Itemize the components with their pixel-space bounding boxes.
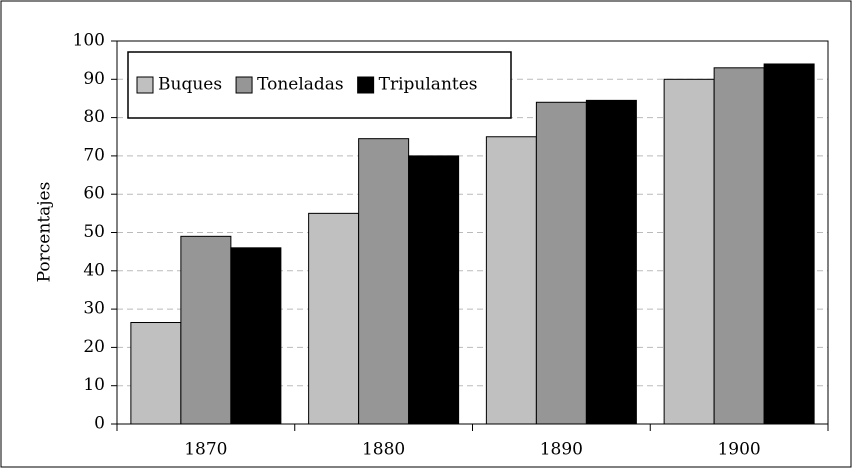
bar [535, 101, 587, 425]
y-tick-label: 20 [83, 337, 105, 357]
bar [713, 67, 765, 425]
bar [763, 63, 815, 425]
x-tick-label: 1900 [717, 440, 760, 460]
bar [663, 78, 715, 425]
y-tick-label: 40 [83, 260, 105, 280]
y-tick-label: 10 [83, 375, 105, 395]
y-axis-label: Porcentajes [35, 182, 55, 283]
legend-swatch [357, 76, 375, 94]
x-tick-label: 1870 [184, 440, 227, 460]
plot-border [116, 40, 829, 425]
bar [180, 235, 232, 425]
y-tick-label: 90 [83, 69, 105, 89]
x-tick-label: 1890 [540, 440, 583, 460]
bar [308, 212, 360, 425]
legend-label: Toneladas [257, 75, 344, 95]
bar [485, 136, 537, 425]
bar [358, 138, 410, 425]
bar [408, 155, 460, 425]
x-tick-label: 1880 [362, 440, 405, 460]
legend-swatch [136, 76, 154, 94]
y-tick-label: 60 [83, 184, 105, 204]
y-tick-label: 80 [83, 107, 105, 127]
y-tick-label: 0 [94, 414, 105, 434]
bar [230, 247, 282, 425]
y-tick-label: 100 [73, 31, 105, 51]
legend-swatch [235, 76, 253, 94]
bar [130, 322, 182, 425]
y-tick-label: 50 [83, 222, 105, 242]
legend-box [127, 51, 512, 119]
y-tick-label: 70 [83, 145, 105, 165]
y-tick-label: 30 [83, 299, 105, 319]
legend-label: Tripulantes [379, 75, 478, 95]
legend-label: Buques [158, 75, 222, 95]
bar [585, 99, 637, 425]
